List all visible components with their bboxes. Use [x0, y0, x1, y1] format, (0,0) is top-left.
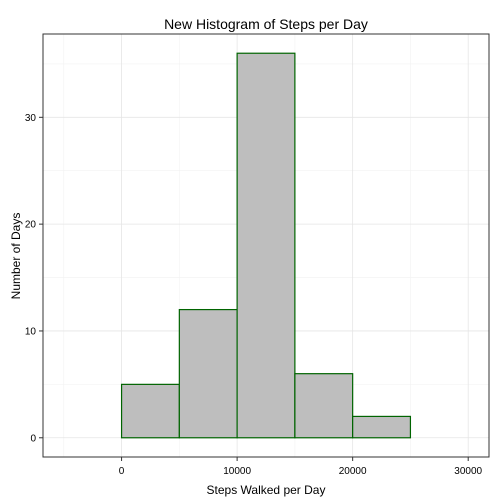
histogram-bar: [352, 415, 412, 439]
histogram-bar: [236, 52, 296, 439]
x-axis-title: Steps Walked per Day: [207, 483, 326, 497]
histogram-bar: [178, 308, 238, 439]
bars: [120, 52, 412, 439]
y-tick-label: 30: [25, 113, 37, 124]
y-tick-label: 10: [25, 326, 37, 337]
x-tick-label: 20000: [339, 466, 367, 477]
histogram-bar: [294, 373, 354, 439]
histogram-bar: [120, 383, 180, 439]
y-tick-label: 20: [25, 220, 37, 231]
axis-ticks: 0 10000 20000 30000 0 10 20 30: [25, 113, 483, 477]
y-axis-title: Number of Days: [9, 213, 23, 300]
x-tick-label: 30000: [454, 466, 482, 477]
x-tick-label: 10000: [223, 466, 251, 477]
chart-title: New Histogram of Steps per Day: [164, 16, 368, 32]
y-tick-label: 0: [30, 433, 36, 444]
x-tick-label: 0: [119, 466, 125, 477]
panel-border: [42, 33, 490, 458]
